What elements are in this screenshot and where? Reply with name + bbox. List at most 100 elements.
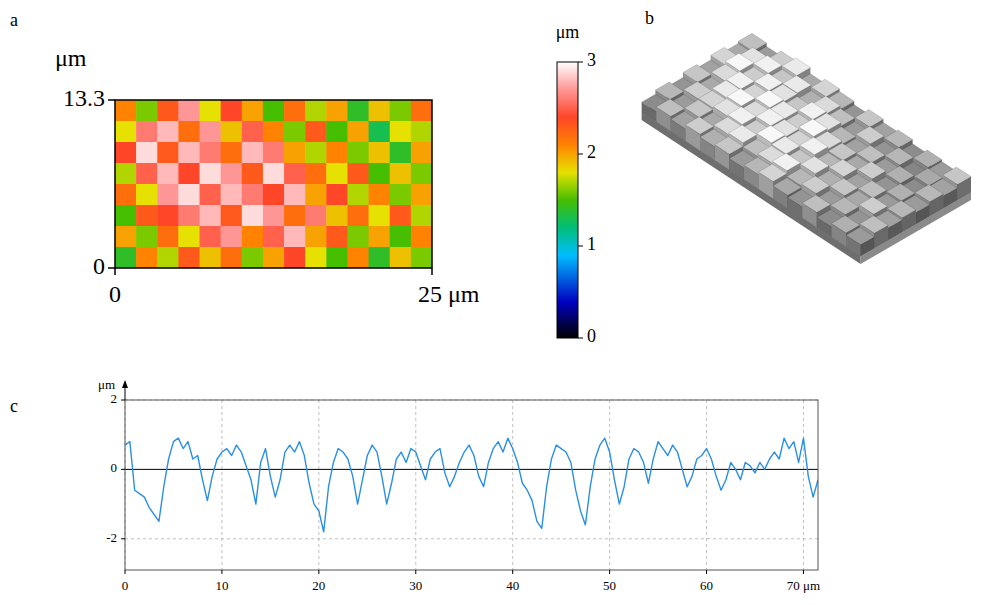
tick-mark — [121, 469, 125, 470]
heatmap-cell — [390, 247, 412, 268]
heatmap-cell — [390, 184, 412, 206]
heatmap-cell — [305, 121, 327, 143]
heatmap-cell — [411, 226, 432, 248]
grid-line — [803, 400, 804, 570]
heatmap-cell — [136, 205, 158, 227]
heatmap-cell — [390, 205, 412, 227]
tick-mark — [221, 570, 222, 574]
heatmap-cell — [411, 121, 432, 143]
heatmap-cell — [178, 121, 200, 143]
heatmap-cell — [178, 163, 200, 185]
heatmap-cell — [347, 226, 369, 248]
heatmap-cell — [157, 163, 179, 185]
tick-mark — [415, 570, 416, 574]
heatmap-cell — [242, 100, 264, 122]
slab-side — [642, 112, 861, 264]
heatmap-cell — [411, 247, 432, 268]
heatmap-cell — [305, 226, 327, 248]
colorbar-tick-label: 1 — [587, 234, 596, 254]
column-top — [715, 137, 743, 155]
tick-mark — [706, 570, 707, 574]
tick-label: 0 — [122, 578, 129, 593]
colorbar-tick — [578, 62, 583, 63]
grid-line — [318, 400, 319, 570]
heatmap-cell — [326, 163, 348, 185]
slab-top — [642, 48, 971, 256]
heatmap-cell — [136, 121, 158, 143]
heatmap-cell — [136, 247, 158, 268]
heatmap-cell — [326, 100, 348, 122]
tick-label: -2 — [106, 530, 117, 545]
colorbar-tick — [578, 246, 583, 247]
heatmap-cell — [284, 142, 306, 164]
heatmap-cell — [178, 247, 200, 268]
column-top — [801, 176, 829, 194]
panel-label: a — [10, 10, 18, 30]
tick-mark — [121, 400, 125, 401]
heatmap-cell — [390, 226, 412, 248]
heatmap-cell — [200, 247, 222, 268]
heatmap-cell — [157, 100, 179, 122]
heatmap-cell — [326, 226, 348, 248]
heatmap-cell — [115, 100, 137, 122]
tick-label: 70 μm — [787, 578, 820, 593]
heatmap-cell — [326, 184, 348, 206]
heatmap-cell — [284, 163, 306, 185]
heatmap-cell — [115, 142, 137, 164]
tick-mark — [108, 267, 115, 269]
heatmap-cell — [157, 184, 179, 206]
heatmap-cell — [242, 226, 264, 248]
heatmap-cell — [411, 184, 432, 206]
colorbar-tick-label: 0 — [587, 326, 596, 346]
heatmap-cell — [242, 142, 264, 164]
heatmap-cells — [115, 100, 432, 268]
heatmap-cell — [136, 226, 158, 248]
heatmap-cell — [200, 163, 222, 185]
heatmap-cell — [136, 100, 158, 122]
heatmap-cell — [242, 121, 264, 143]
heatmap-cell — [200, 121, 222, 143]
grid-line — [221, 400, 222, 570]
tick-label: 0 — [111, 460, 118, 475]
column-top — [846, 227, 874, 245]
heatmap-cell — [242, 205, 264, 227]
tick-mark — [803, 570, 804, 574]
tick-label: 50 — [603, 578, 616, 593]
heatmap-cell — [390, 163, 412, 185]
heatmap-cell — [242, 163, 264, 185]
tick-label: 30 — [409, 578, 422, 593]
heatmap-cell — [200, 100, 222, 122]
heatmap-cell — [136, 142, 158, 164]
heatmap-cell — [157, 205, 179, 227]
tick-mark — [512, 570, 513, 574]
heatmap-cell — [157, 226, 179, 248]
heatmap-cell — [369, 184, 391, 206]
heatmap-cell — [263, 163, 285, 185]
heatmap-cell — [200, 205, 222, 227]
tick-label: 0 — [93, 253, 105, 279]
heatmap-cell — [369, 121, 391, 143]
heatmap-cell — [178, 205, 200, 227]
heatmap-cell — [178, 226, 200, 248]
heatmap-cell — [305, 100, 327, 122]
heatmap-cell — [178, 100, 200, 122]
heatmap-cell — [157, 247, 179, 268]
heatmap-cell — [263, 184, 285, 206]
tick-mark — [609, 570, 610, 574]
heatmap-cell — [369, 100, 391, 122]
heatmap-cell — [221, 205, 243, 227]
heatmap-cell — [326, 247, 348, 268]
surface — [642, 33, 971, 264]
plot-area — [125, 438, 818, 532]
tick-label: 13.3 — [63, 85, 105, 111]
heatmap-cell — [411, 163, 432, 185]
grid-line — [415, 400, 416, 570]
tick-mark — [431, 268, 433, 275]
plot-frame — [125, 400, 818, 570]
heatmap-cell — [284, 226, 306, 248]
axis-title: μm — [55, 45, 87, 71]
heatmap-cell — [347, 100, 369, 122]
heatmap-cell — [115, 163, 137, 185]
tick-label: 60 — [700, 578, 713, 593]
panel-label: b — [645, 8, 654, 28]
